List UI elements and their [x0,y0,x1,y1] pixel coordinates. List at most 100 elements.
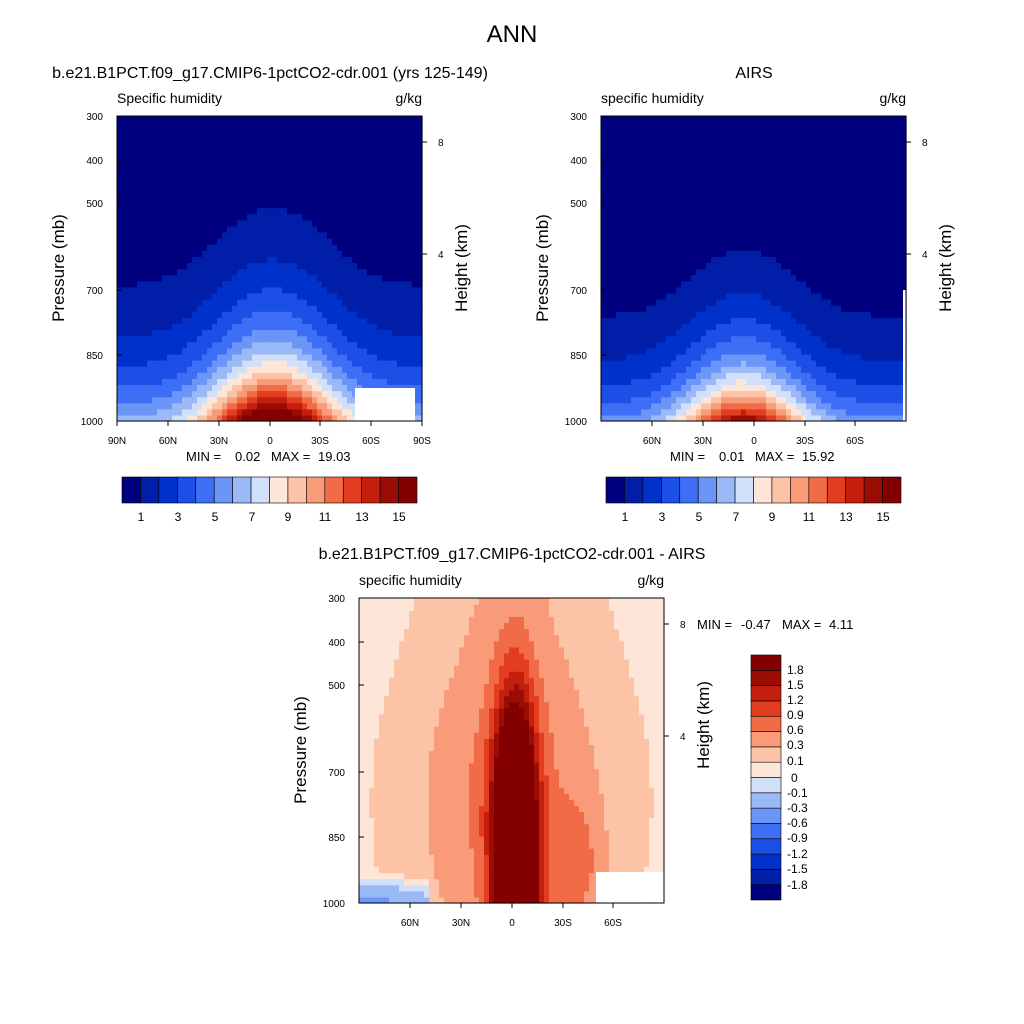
heatmap-cell [292,213,298,221]
heatmap-cell [257,372,263,379]
heatmap-cell [302,341,308,349]
heatmap-cell [891,408,897,416]
heatmap-cell [192,128,198,135]
heatmap-cell [142,360,148,367]
heatmap-cell [322,402,328,410]
heatmap-cell [227,262,233,270]
heatmap-cell [626,329,632,337]
heatmap-cell [342,353,348,361]
heatmap-cell [297,353,303,361]
heatmap-cell [377,366,383,373]
heatmap-cell [167,341,173,349]
heatmap-cell [167,311,173,318]
heatmap-cell [307,329,313,337]
heatmap-cell [232,274,238,282]
heatmap-cell [766,299,772,306]
heatmap-cell [726,244,732,251]
heatmap-cell [781,384,787,392]
heatmap-cell [347,170,353,178]
heatmap-cell [117,164,123,172]
heatmap-cell [132,213,138,221]
heatmap-cell [751,414,757,422]
heatmap-cell [297,305,303,312]
heatmap-cell [297,262,303,270]
heatmap-cell [372,384,378,392]
heatmap-cell [791,256,797,263]
heatmap-cell [736,372,742,379]
heatmap-cell [167,317,173,324]
heatmap-cell [252,335,258,343]
heatmap-cell [616,274,622,282]
heatmap-cell [307,414,313,422]
heatmap-cell [721,268,727,276]
heatmap-cell [207,225,213,233]
heatmap-cell [347,402,353,410]
heatmap-cell [706,360,712,367]
heatmap-cell [322,116,328,123]
heatmap-cell [736,317,742,324]
heatmap-cell [167,170,173,178]
heatmap-cell [247,213,253,221]
heatmap-cell [686,317,692,324]
heatmap-cell [382,122,388,129]
heatmap-cell [297,122,303,129]
heatmap-cell [222,250,228,257]
heatmap-cell [332,256,338,263]
heatmap-cell [746,231,752,239]
heatmap-cell [781,231,787,239]
heatmap-cell [257,329,263,337]
heatmap-cell [811,414,817,422]
heatmap-cell [816,238,822,245]
heatmap-cell [152,274,158,282]
heatmap-cell [222,366,228,373]
heatmap-cell [631,360,637,367]
heatmap-cell [646,396,652,404]
heatmap-cell [322,164,328,172]
heatmap-cell [302,390,308,398]
heatmap-cell [187,341,193,349]
heatmap-cell [327,305,333,312]
heatmap-cell [831,414,837,422]
heatmap-cell [417,286,423,294]
heatmap-cell [262,170,268,178]
heatmap-cell [362,183,368,190]
heatmap-cell [776,262,782,270]
heatmap-cell [277,268,283,276]
heatmap-cell [172,256,178,263]
heatmap-cell [611,292,617,300]
heatmap-cell [626,311,632,318]
heatmap-cell [137,231,143,239]
heatmap-cell [701,408,707,416]
heatmap-cell [352,256,358,263]
heatmap-cell [352,280,358,288]
heatmap-cell [132,225,138,233]
heatmap-cell [202,299,208,306]
heatmap-cell [237,335,243,343]
heatmap-cell [417,158,423,166]
heatmap-cell [312,280,318,288]
heatmap-cell [212,366,218,373]
heatmap-cell [132,317,138,324]
heatmap-cell [197,158,203,166]
heatmap-cell [671,347,677,355]
heatmap-cell [127,378,133,385]
heatmap-cell [162,207,168,215]
heatmap-cell [162,329,168,337]
heatmap-cell [262,347,268,355]
heatmap-cell [616,256,622,263]
heatmap-cell [417,189,423,196]
heatmap-cell [811,323,817,331]
heatmap-cell [297,390,303,398]
colorbar-label: 9 [285,510,292,524]
heatmap-cell [871,299,877,306]
heatmap-cell [876,414,882,422]
heatmap-cell [207,170,213,178]
heatmap-cell [806,292,812,300]
heatmap-cell [886,317,892,324]
heatmap-cell [202,256,208,263]
heatmap-cell [781,317,787,324]
heatmap-cell [142,122,148,129]
heatmap-cell [342,317,348,324]
heatmap-cell [796,238,802,245]
heatmap-cell [691,366,697,373]
